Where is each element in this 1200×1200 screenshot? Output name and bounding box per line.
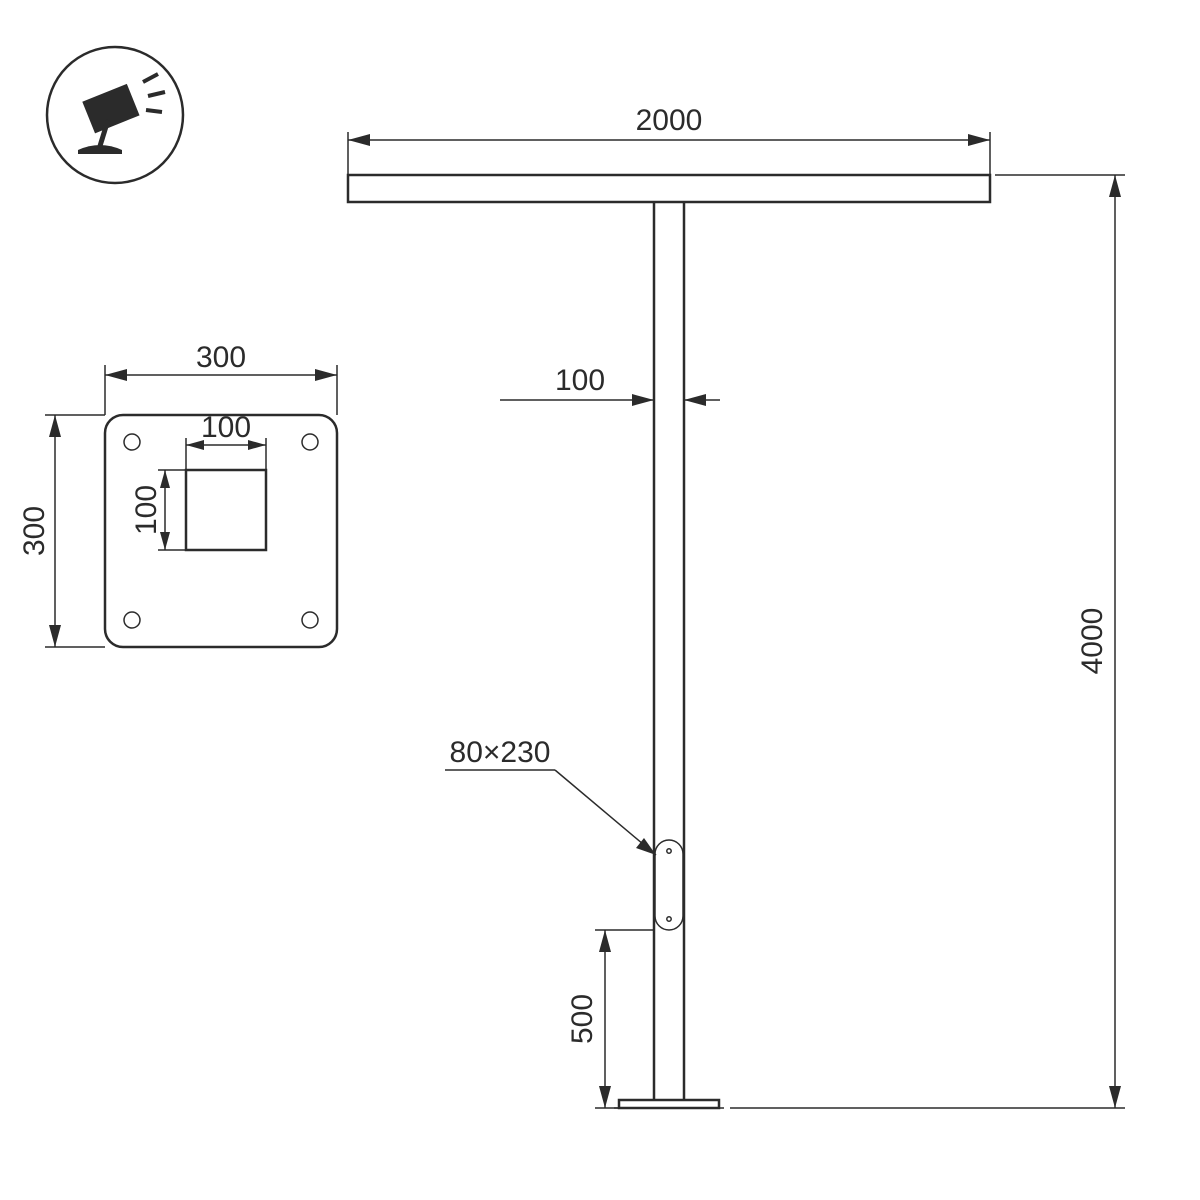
dim-plate-h-label: 300	[18, 506, 51, 556]
technical-drawing: 2000 4000 100 500 80×230	[0, 0, 1200, 1200]
inner-tube-section	[186, 470, 266, 550]
leader-panel-label: 80×230	[450, 736, 551, 769]
dim-inner-w: 100	[186, 411, 266, 470]
dim-top-width-label: 2000	[636, 104, 703, 137]
dim-tube-label: 100	[555, 364, 605, 397]
dim-plate-w: 300	[105, 341, 337, 415]
base-plate-side	[619, 1100, 719, 1108]
dim-top-width: 2000	[348, 104, 990, 175]
dim-panel-height-label: 500	[566, 994, 599, 1044]
dim-inner-h: 100	[130, 470, 186, 550]
main-side-view	[348, 175, 990, 1108]
dim-panel-height: 500	[566, 930, 654, 1108]
leader-panel: 80×230	[445, 736, 656, 855]
access-panel	[655, 840, 683, 930]
dim-height: 4000	[730, 175, 1125, 1108]
dim-inner-h-label: 100	[130, 485, 163, 535]
dim-tube-width: 100	[500, 364, 720, 408]
top-bar	[348, 175, 990, 202]
dim-inner-w-label: 100	[201, 411, 251, 444]
spotlight-icon	[47, 47, 183, 183]
dim-plate-h: 300	[18, 415, 105, 647]
dim-plate-w-label: 300	[196, 341, 246, 374]
dim-height-label: 4000	[1076, 608, 1109, 675]
